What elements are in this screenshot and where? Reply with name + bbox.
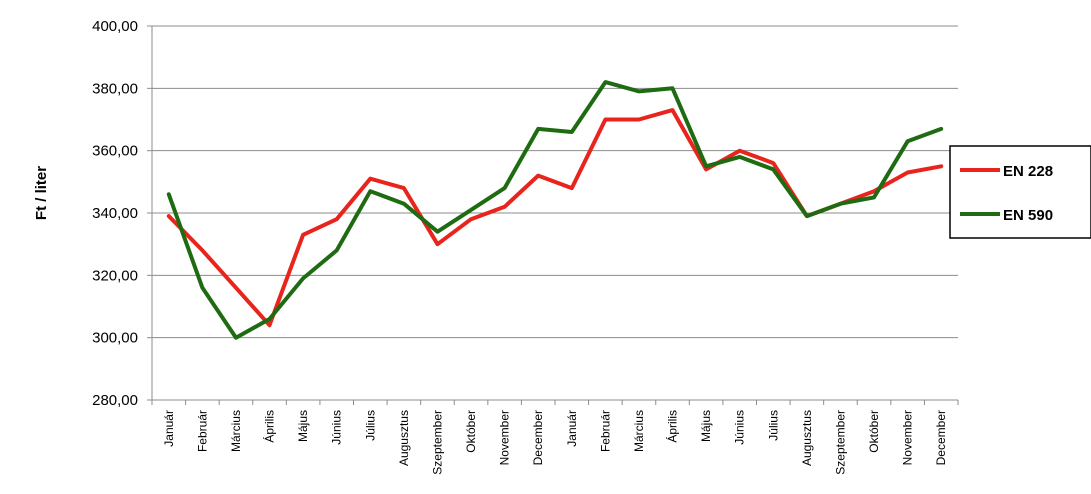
x-tick-label: Május: [699, 410, 713, 442]
series-line-en-590: [166, 80, 944, 340]
x-tick-label: Július: [766, 410, 780, 441]
x-tick-label: Október: [464, 410, 478, 453]
x-tick-label: Február: [195, 410, 209, 452]
legend: EN 228 EN 590: [949, 145, 1091, 239]
x-tick-label: Január: [565, 410, 579, 447]
series-lines: [166, 80, 944, 340]
x-tick-label: Augusztus: [800, 410, 814, 466]
x-tick-label: Június: [330, 410, 344, 445]
x-tick-label: Április: [665, 410, 680, 443]
y-tick-label: 360,00: [92, 143, 138, 160]
x-tick-label: Február: [598, 410, 612, 452]
y-axis-label: Ft / liter: [33, 166, 50, 220]
x-tick-label: Január: [162, 410, 176, 447]
x-tick-label: Július: [363, 410, 377, 441]
x-tick-label: Március: [632, 410, 646, 452]
x-tick-label: December: [934, 410, 948, 465]
x-tick-label: Április: [262, 410, 277, 443]
x-axis-ticks: Január Február Március Április Május Június Jú…: [151, 400, 959, 475]
legend-box: [949, 145, 1091, 239]
x-tick-label: November: [498, 410, 512, 465]
y-tick-label: 340,00: [92, 205, 138, 222]
x-tick-label: Március: [229, 410, 243, 452]
x-tick-label: Augusztus: [397, 410, 411, 466]
y-axis-ticks: 280,00 300,00 320,00 340,00 360,00 380,00 400,…: [92, 18, 152, 409]
y-tick-label: 320,00: [92, 267, 138, 284]
x-tick-label: Szeptember: [430, 410, 444, 475]
x-tick-label: Június: [733, 410, 747, 445]
legend-label-en-228: EN 228: [1003, 163, 1053, 180]
legend-label-en-590: EN 590: [1003, 207, 1053, 224]
x-tick-label: Május: [296, 410, 310, 442]
series-line-en-228: [166, 108, 944, 328]
x-tick-label: November: [901, 410, 915, 465]
x-tick-label: December: [531, 410, 545, 465]
x-tick-label: Október: [867, 410, 881, 453]
y-tick-label: 380,00: [92, 80, 138, 97]
y-tick-label: 400,00: [92, 18, 138, 35]
y-tick-label: 300,00: [92, 330, 138, 347]
x-tick-label: Szeptember: [833, 410, 847, 475]
y-tick-label: 280,00: [92, 392, 138, 409]
